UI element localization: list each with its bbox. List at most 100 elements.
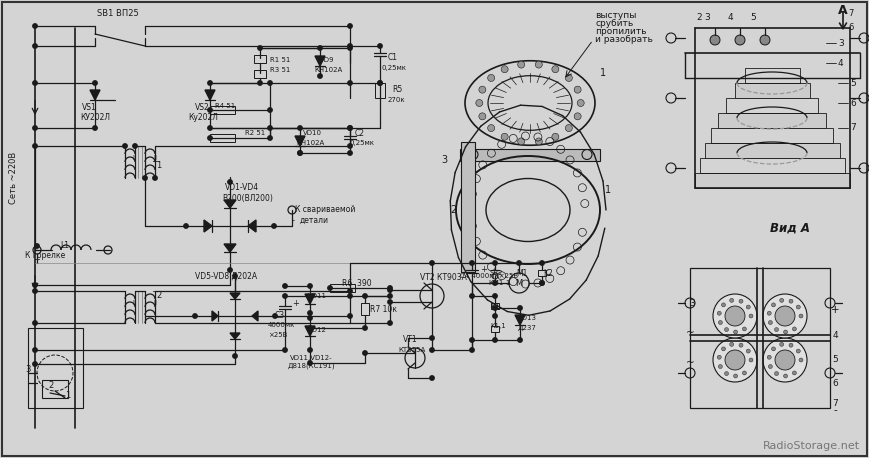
Text: 3: 3: [25, 365, 30, 375]
Circle shape: [470, 294, 474, 298]
Text: 3: 3: [704, 13, 710, 22]
Text: Вид А: Вид А: [770, 222, 810, 234]
Bar: [726, 98, 818, 113]
Circle shape: [721, 303, 726, 307]
Circle shape: [430, 348, 434, 352]
Text: M1: M1: [516, 268, 527, 278]
Text: +: +: [831, 305, 839, 315]
Circle shape: [763, 338, 807, 382]
Circle shape: [577, 99, 584, 107]
Text: C3: C3: [275, 311, 285, 320]
Polygon shape: [212, 311, 218, 321]
Text: R3 51: R3 51: [270, 67, 290, 73]
Circle shape: [730, 298, 733, 302]
Text: I: I: [132, 300, 134, 306]
Text: T2: T2: [152, 290, 163, 300]
Bar: [700, 158, 845, 173]
Bar: [745, 68, 800, 83]
Circle shape: [233, 274, 237, 278]
Circle shape: [33, 81, 37, 85]
Text: C2: C2: [355, 129, 365, 137]
Circle shape: [268, 126, 272, 130]
Circle shape: [730, 342, 733, 346]
Text: 4: 4: [727, 13, 733, 22]
Circle shape: [742, 327, 746, 331]
Circle shape: [282, 348, 287, 352]
Circle shape: [208, 81, 212, 85]
Text: VS1: VS1: [82, 104, 96, 113]
Text: +: +: [292, 300, 299, 309]
Text: К горелке: К горелке: [25, 251, 65, 261]
Circle shape: [362, 294, 368, 298]
Text: II: II: [153, 155, 157, 161]
Text: 6: 6: [848, 23, 853, 33]
Circle shape: [378, 44, 382, 48]
Circle shape: [719, 321, 722, 325]
Circle shape: [378, 81, 382, 85]
Text: VD11: VD11: [308, 293, 327, 299]
Text: В200(ВЛ200): В200(ВЛ200): [222, 193, 273, 202]
Circle shape: [789, 343, 793, 347]
Circle shape: [518, 138, 525, 145]
Circle shape: [470, 338, 474, 342]
Circle shape: [540, 281, 544, 285]
Text: K1,1: K1,1: [490, 323, 506, 329]
Text: VD9: VD9: [320, 57, 335, 63]
Circle shape: [308, 348, 312, 352]
Circle shape: [479, 113, 486, 120]
Bar: [690, 268, 830, 408]
Text: Д818(КС191): Д818(КС191): [288, 363, 335, 369]
Circle shape: [793, 327, 796, 331]
Circle shape: [746, 349, 750, 353]
Circle shape: [488, 75, 494, 82]
Circle shape: [208, 126, 212, 130]
Bar: [254, 55, 266, 63]
Circle shape: [739, 343, 743, 347]
Text: R7 10к: R7 10к: [370, 305, 397, 315]
Text: K1: K1: [490, 304, 500, 312]
Polygon shape: [315, 56, 325, 66]
Circle shape: [768, 365, 773, 369]
Text: КН102А: КН102А: [314, 67, 342, 73]
Bar: [375, 83, 385, 98]
Circle shape: [717, 311, 721, 315]
Circle shape: [775, 306, 795, 326]
Circle shape: [308, 361, 312, 365]
Circle shape: [93, 126, 97, 130]
Circle shape: [184, 224, 189, 228]
Bar: [718, 113, 826, 128]
Circle shape: [298, 151, 302, 155]
Circle shape: [123, 144, 127, 148]
Circle shape: [493, 314, 497, 318]
Circle shape: [93, 81, 97, 85]
Text: 6: 6: [833, 378, 838, 387]
Text: 2: 2: [696, 13, 701, 22]
Circle shape: [318, 46, 322, 50]
Circle shape: [767, 311, 772, 315]
Circle shape: [308, 311, 312, 315]
Circle shape: [796, 349, 800, 353]
Text: Сеть ~220В: Сеть ~220В: [10, 152, 18, 204]
Circle shape: [362, 326, 368, 330]
Text: срубить: срубить: [595, 20, 634, 28]
Circle shape: [348, 24, 352, 28]
Circle shape: [749, 358, 753, 362]
Circle shape: [328, 286, 332, 290]
Text: A: A: [839, 4, 848, 16]
Circle shape: [725, 327, 728, 332]
Circle shape: [388, 288, 392, 292]
Text: +: +: [34, 256, 41, 265]
Circle shape: [348, 126, 352, 130]
Bar: [705, 143, 840, 158]
Circle shape: [133, 144, 137, 148]
Text: VS2: VS2: [195, 104, 209, 113]
Circle shape: [721, 347, 726, 351]
Text: C1: C1: [388, 54, 398, 62]
Circle shape: [789, 299, 793, 303]
Circle shape: [258, 81, 262, 85]
Circle shape: [388, 321, 392, 325]
Circle shape: [517, 261, 521, 265]
Circle shape: [348, 81, 352, 85]
Circle shape: [33, 44, 37, 48]
Text: 4: 4: [833, 332, 838, 340]
